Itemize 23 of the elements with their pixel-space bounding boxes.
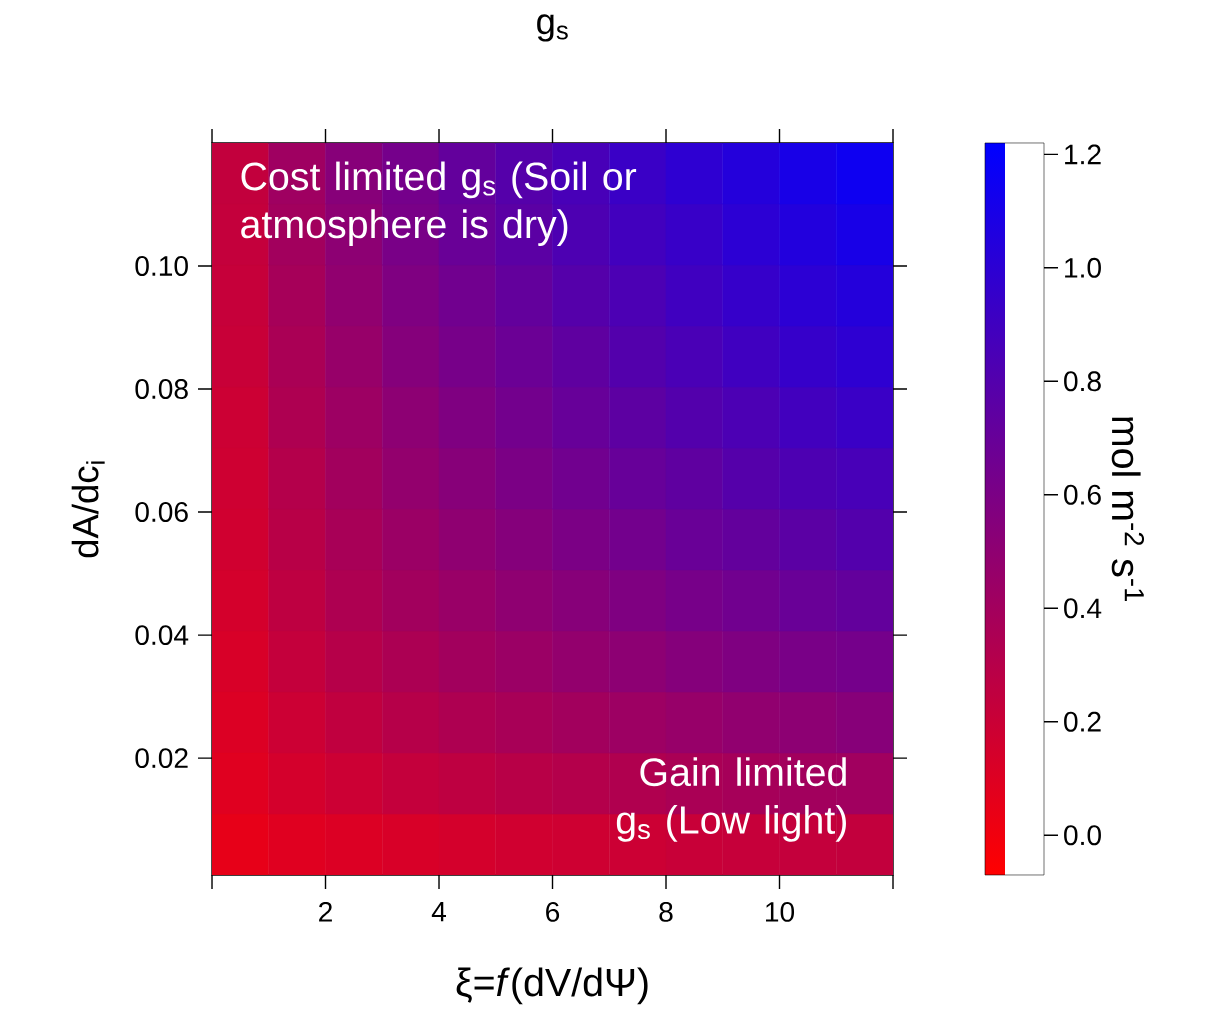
y-tick-label: 0.06: [135, 502, 188, 522]
color-bar-title: mol m$^{-2}$ s$^{-1}$: [1111, 417, 1145, 602]
x-tick-label: 10: [766, 901, 795, 922]
x-tick-label: 2: [319, 901, 332, 922]
y-tick-label: 0.08: [135, 379, 188, 399]
color-bar-label: 0.4: [1064, 598, 1102, 619]
annotation: Gain limited g$_{s}$ (Low light): [616, 757, 846, 842]
chart-title: g$_{s}$: [537, 14, 568, 42]
x-tick-label: 8: [659, 901, 673, 922]
y-tick-label: 0.04: [135, 625, 189, 646]
y-axis-title: dA/dc$_{i}$: [71, 461, 105, 558]
x-axis-title: ξ=f(dV/dΨ): [456, 967, 648, 1005]
y-tick-label: 0.10: [135, 256, 188, 276]
color-bar-label: 0.6: [1064, 484, 1101, 505]
color-bar-label: 0.8: [1064, 371, 1101, 392]
color-bar-label: 1.2: [1065, 144, 1101, 165]
color-bar-label: 0.2: [1064, 711, 1101, 732]
x-tick-label: 4: [431, 901, 447, 922]
annotation: Cost limited g$_{s}$ (Soil or atmosphere is dry): [241, 161, 637, 247]
color-bar-label: 0.0: [1064, 825, 1101, 846]
x-tick-label: 6: [546, 901, 560, 922]
y-tick-label: 0.02: [135, 748, 188, 769]
color-bar-label: 1.0: [1065, 257, 1101, 278]
